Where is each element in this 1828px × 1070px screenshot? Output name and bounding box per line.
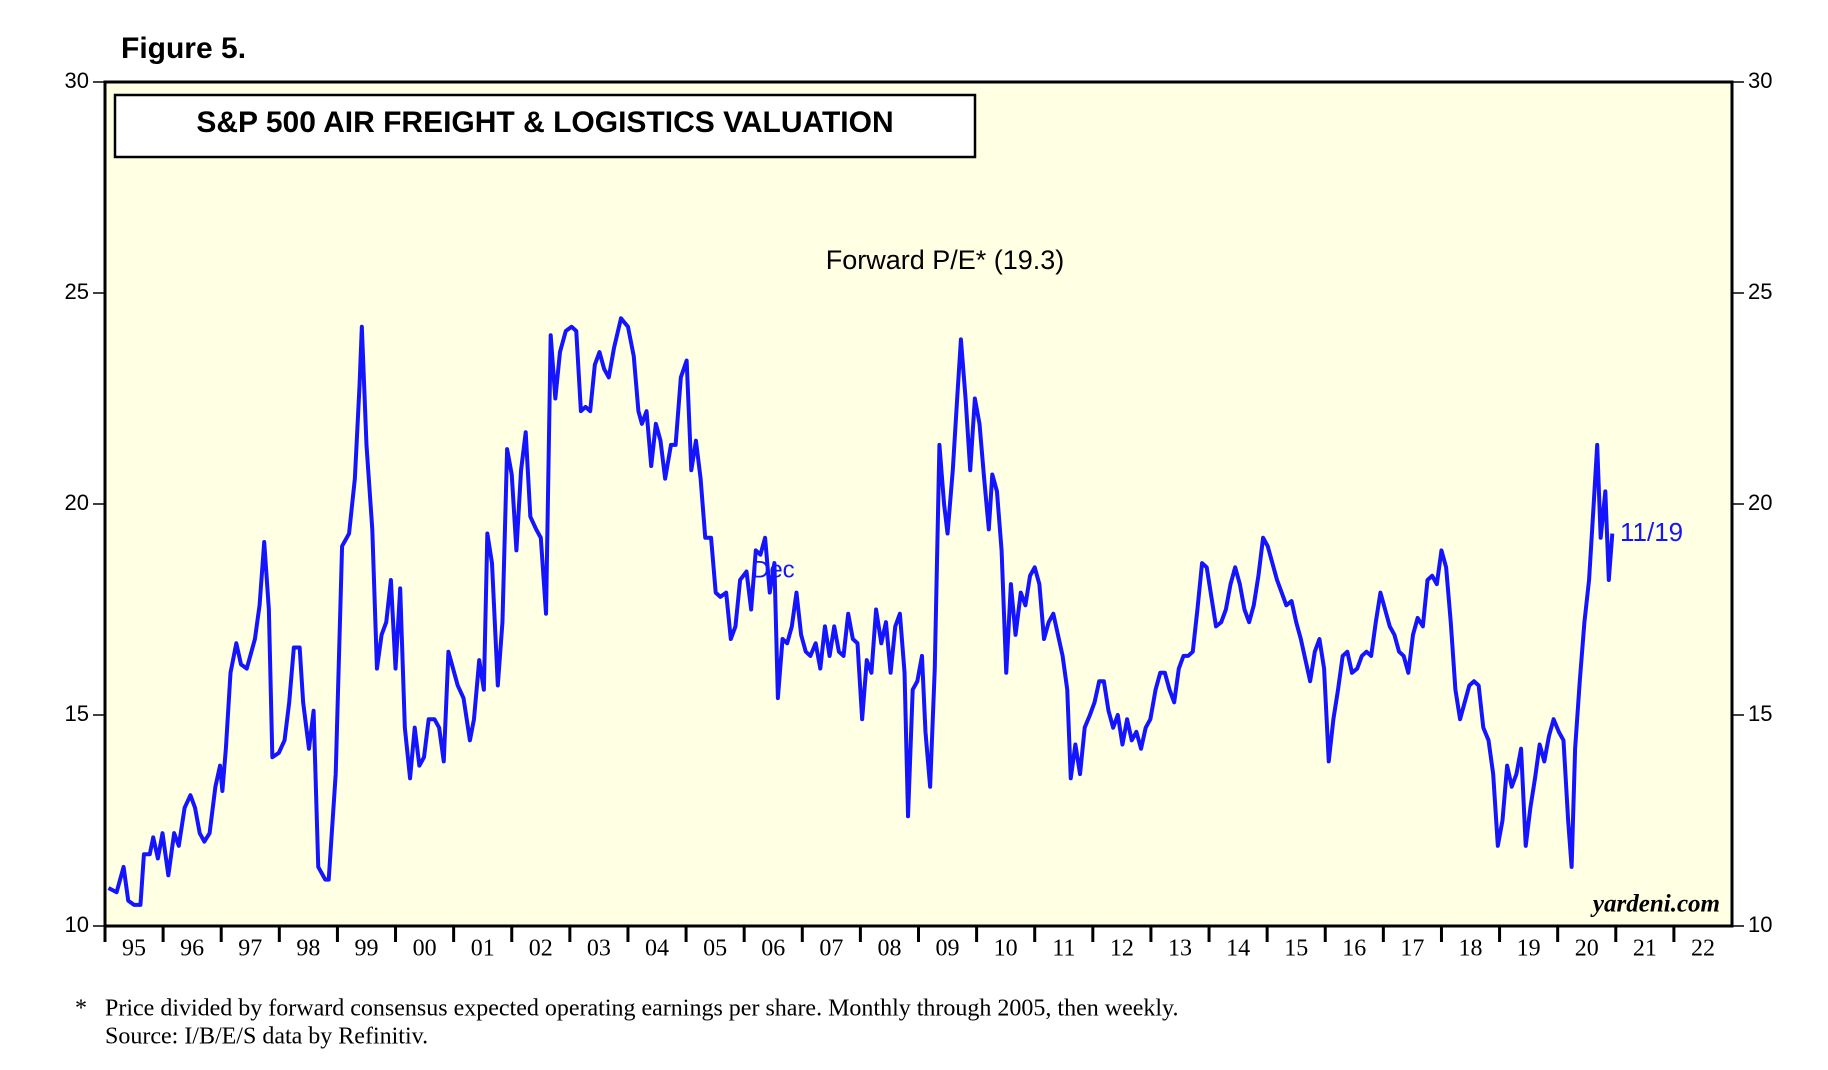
- x-tick-label: 09: [936, 936, 960, 962]
- y-tick-label: 15: [65, 701, 89, 726]
- x-tick-label: 96: [180, 936, 204, 962]
- x-tick-label: 03: [587, 936, 611, 962]
- note-marker: *: [75, 996, 87, 1022]
- x-tick-label: 12: [1110, 936, 1134, 962]
- y-tick-label: 10: [65, 912, 89, 937]
- y-tick-label: 25: [65, 279, 89, 304]
- x-tick-label: 17: [1400, 936, 1424, 962]
- y-tick-label: 30: [65, 68, 89, 93]
- plot-background: [105, 82, 1732, 926]
- y2-tick-label: 15: [1748, 701, 1772, 726]
- data-line: [107, 316, 1615, 907]
- x-tick-label: 20: [1575, 936, 1599, 962]
- x-tick-label: 08: [877, 936, 901, 962]
- x-tick-label: 06: [761, 936, 785, 962]
- y2-tick-label: 30: [1748, 68, 1772, 93]
- subtitle: Forward P/E* (19.3): [826, 245, 1065, 275]
- x-tick-label: 95: [122, 936, 146, 962]
- x-tick-label: 13: [1168, 936, 1192, 962]
- title-box: [113, 93, 977, 159]
- footnote: Price divided by forward consensus expec…: [105, 996, 1178, 1022]
- x-tick-label: 98: [296, 936, 320, 962]
- x-tick-label: 97: [238, 936, 262, 962]
- x-tick-label: 18: [1459, 936, 1483, 962]
- y-tick-label: 20: [65, 490, 89, 515]
- x-tick-label: 99: [354, 936, 378, 962]
- x-tick-label: 07: [819, 936, 843, 962]
- x-tick-label: 04: [645, 936, 669, 962]
- x-tick-label: 21: [1633, 936, 1657, 962]
- figure-label: Figure 5.: [121, 32, 246, 65]
- annotation: Dec: [752, 556, 795, 583]
- x-tick-label: 14: [1226, 936, 1250, 962]
- x-tick-label: 02: [529, 936, 553, 962]
- y2-tick-label: 20: [1748, 490, 1772, 515]
- y2-tick-label: 10: [1748, 912, 1772, 937]
- credit: yardeni.com: [1590, 891, 1720, 918]
- x-tick-label: 22: [1691, 936, 1715, 962]
- x-tick-label: 05: [703, 936, 727, 962]
- chart-title: S&P 500 AIR FREIGHT & LOGISTICS VALUATIO…: [196, 106, 893, 139]
- x-tick-label: 19: [1517, 936, 1541, 962]
- x-tick-label: 15: [1284, 936, 1308, 962]
- footnote: Source: I/B/E/S data by Refinitiv.: [105, 1024, 428, 1050]
- annotation: 11/19: [1620, 517, 1683, 547]
- x-tick-label: 01: [471, 936, 495, 962]
- x-tick-label: 16: [1342, 936, 1366, 962]
- y2-tick-label: 25: [1748, 279, 1772, 304]
- plot: [107, 316, 1615, 907]
- x-tick-label: 10: [994, 936, 1018, 962]
- x-tick-label: 00: [413, 936, 437, 962]
- x-tick-label: 11: [1052, 936, 1075, 962]
